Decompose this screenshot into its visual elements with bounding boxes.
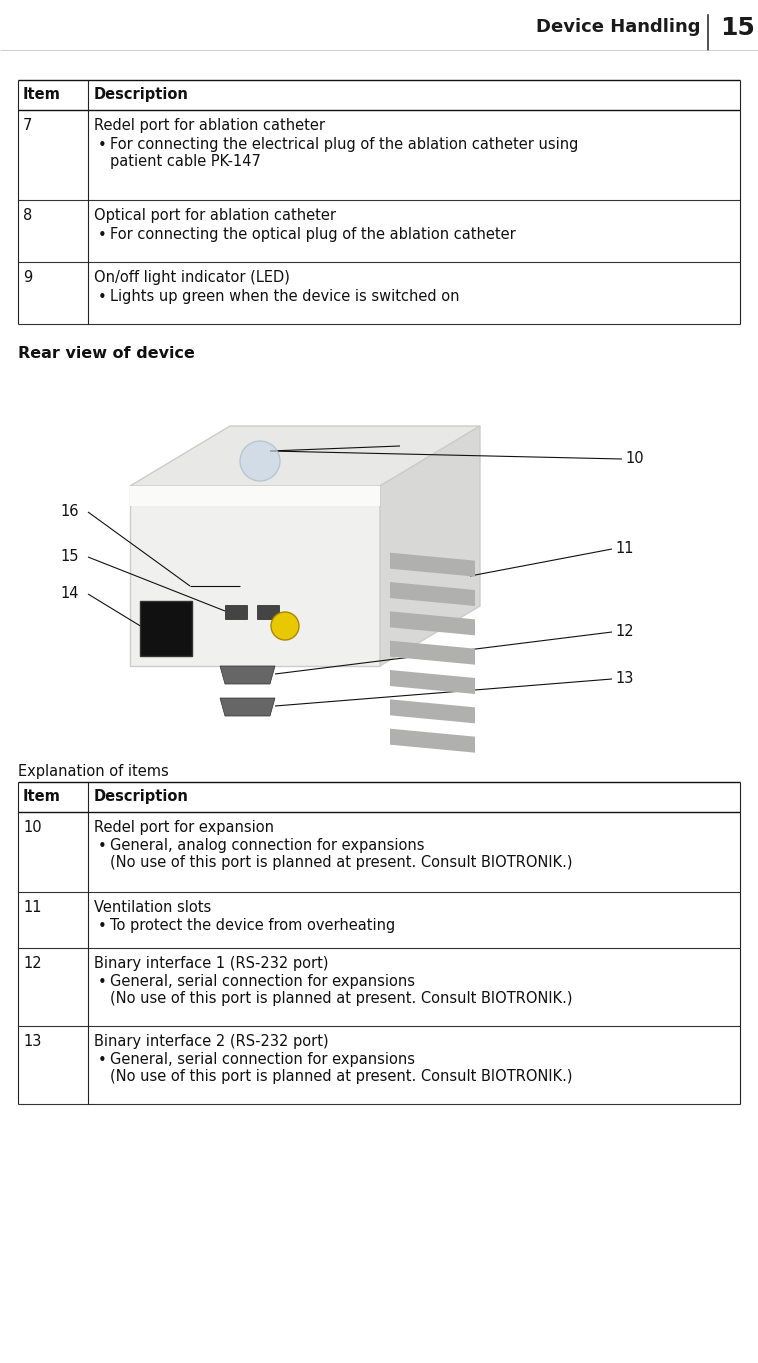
Text: (No use of this port is planned at present. Consult BIOTRONIK.): (No use of this port is planned at prese… (110, 1069, 572, 1084)
Text: •: • (98, 840, 107, 855)
Text: Description: Description (94, 789, 189, 804)
Bar (140, 601, 192, 656)
Text: 12: 12 (615, 624, 634, 639)
Text: Device Handling: Device Handling (535, 18, 700, 35)
Polygon shape (220, 667, 275, 684)
Text: •: • (98, 919, 107, 934)
Text: 15: 15 (60, 549, 79, 564)
Polygon shape (390, 671, 475, 694)
Text: Binary interface 1 (RS-232 port): Binary interface 1 (RS-232 port) (94, 955, 328, 970)
Text: General, serial connection for expansions: General, serial connection for expansion… (110, 1052, 415, 1067)
Polygon shape (390, 612, 475, 635)
Text: •: • (98, 1054, 107, 1069)
Text: 13: 13 (23, 1035, 42, 1050)
Polygon shape (130, 487, 380, 506)
Text: Binary interface 2 (RS-232 port): Binary interface 2 (RS-232 port) (94, 1035, 329, 1050)
Text: 14: 14 (60, 586, 79, 601)
Text: To protect the device from overheating: To protect the device from overheating (110, 919, 395, 934)
Text: •: • (98, 138, 107, 153)
Text: Ventilation slots: Ventilation slots (94, 900, 211, 915)
Text: On/off light indicator (LED): On/off light indicator (LED) (94, 270, 290, 285)
Text: 11: 11 (615, 541, 634, 556)
Text: 10: 10 (625, 451, 644, 466)
Text: Description: Description (94, 87, 189, 102)
Text: 8: 8 (23, 209, 33, 224)
Polygon shape (130, 427, 480, 487)
Text: General, analog connection for expansions: General, analog connection for expansion… (110, 838, 424, 853)
Text: For connecting the electrical plug of the ablation catheter using: For connecting the electrical plug of th… (110, 138, 578, 153)
Text: 11: 11 (23, 900, 42, 915)
Text: Redel port for ablation catheter: Redel port for ablation catheter (94, 119, 325, 134)
Text: Item: Item (23, 789, 61, 804)
Polygon shape (390, 582, 475, 607)
Circle shape (240, 442, 280, 481)
Text: 12: 12 (23, 955, 42, 970)
Text: Explanation of items: Explanation of items (18, 765, 169, 780)
Text: 15: 15 (720, 16, 755, 40)
Text: •: • (98, 290, 107, 305)
Polygon shape (220, 698, 275, 716)
Bar (257, 605, 279, 619)
Text: Rear view of device: Rear view of device (18, 346, 195, 361)
Polygon shape (390, 729, 475, 752)
Text: (No use of this port is planned at present. Consult BIOTRONIK.): (No use of this port is planned at prese… (110, 991, 572, 1006)
Text: •: • (98, 228, 107, 243)
Polygon shape (390, 699, 475, 724)
Text: Lights up green when the device is switched on: Lights up green when the device is switc… (110, 289, 459, 304)
Polygon shape (390, 552, 475, 577)
Text: General, serial connection for expansions: General, serial connection for expansion… (110, 975, 415, 990)
Text: Optical port for ablation catheter: Optical port for ablation catheter (94, 209, 336, 224)
Polygon shape (380, 427, 480, 667)
Text: 9: 9 (23, 270, 33, 285)
Text: •: • (98, 975, 107, 990)
Text: Item: Item (23, 87, 61, 102)
Text: Redel port for expansion: Redel port for expansion (94, 821, 274, 836)
Text: For connecting the optical plug of the ablation catheter: For connecting the optical plug of the a… (110, 228, 515, 243)
Polygon shape (130, 487, 380, 667)
Polygon shape (390, 641, 475, 665)
Text: 7: 7 (23, 119, 33, 134)
Text: 10: 10 (23, 821, 42, 836)
Text: 13: 13 (615, 671, 634, 686)
Bar (225, 605, 247, 619)
Text: patient cable PK-147: patient cable PK-147 (110, 154, 261, 169)
Text: (No use of this port is planned at present. Consult BIOTRONIK.): (No use of this port is planned at prese… (110, 855, 572, 870)
Circle shape (271, 612, 299, 641)
Text: 16: 16 (60, 504, 79, 519)
